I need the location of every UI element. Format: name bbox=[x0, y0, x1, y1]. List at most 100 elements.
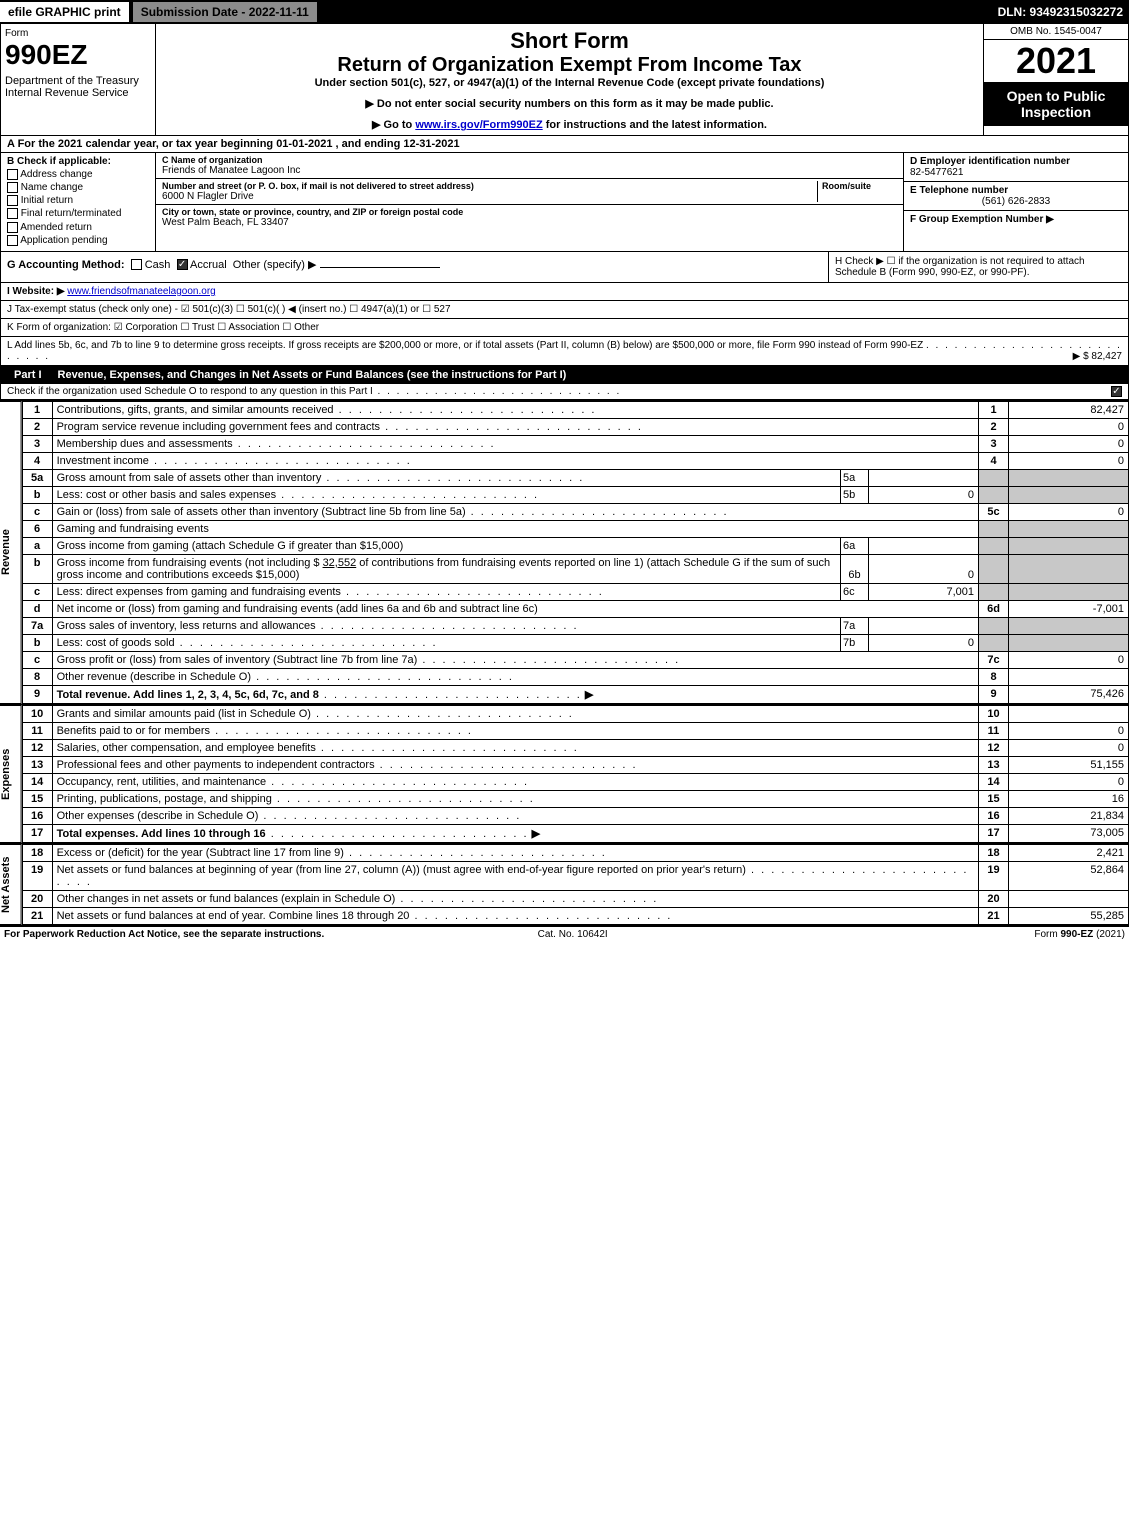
line-2: 2Program service revenue including gover… bbox=[22, 418, 1128, 435]
cb-cash[interactable] bbox=[131, 259, 142, 270]
arrow-2-post: for instructions and the latest informat… bbox=[543, 119, 767, 131]
footer-cat: Cat. No. 10642I bbox=[538, 929, 608, 940]
header-right: OMB No. 1545-0047 2021 Open to Public In… bbox=[983, 24, 1128, 135]
c-city-cell: City or town, state or province, country… bbox=[156, 205, 903, 230]
line-7b: bLess: cost of goods sold7b0 bbox=[22, 634, 1128, 651]
g-label: G Accounting Method: bbox=[7, 259, 125, 271]
line-5a: 5aGross amount from sale of assets other… bbox=[22, 469, 1128, 486]
form-label: Form bbox=[5, 28, 151, 39]
l-text: L Add lines 5b, 6c, and 7b to line 9 to … bbox=[7, 340, 923, 351]
line-21: 21Net assets or fund balances at end of … bbox=[22, 907, 1128, 924]
revenue-vlabel: Revenue bbox=[0, 401, 22, 704]
page-footer: For Paperwork Reduction Act Notice, see … bbox=[0, 925, 1129, 942]
room-label: Room/suite bbox=[822, 181, 897, 191]
netassets-table: 18Excess or (deficit) for the year (Subt… bbox=[22, 844, 1129, 925]
tax-year: 2021 bbox=[984, 40, 1128, 82]
org-city: West Palm Beach, FL 33407 bbox=[162, 217, 897, 228]
row-a: A For the 2021 calendar year, or tax yea… bbox=[0, 136, 1129, 153]
line-18: 18Excess or (deficit) for the year (Subt… bbox=[22, 844, 1128, 861]
e-cell: E Telephone number (561) 626-2833 bbox=[904, 182, 1128, 211]
part-1-header: Part I Revenue, Expenses, and Changes in… bbox=[0, 366, 1129, 384]
d-label: D Employer identification number bbox=[910, 156, 1070, 167]
form-header: Form 990EZ Department of the Treasury In… bbox=[0, 24, 1129, 136]
line-1: 1Contributions, gifts, grants, and simil… bbox=[22, 401, 1128, 418]
line-3: 3Membership dues and assessments30 bbox=[22, 435, 1128, 452]
c-city-label: City or town, state or province, country… bbox=[162, 207, 897, 217]
line-6d: dNet income or (loss) from gaming and fu… bbox=[22, 600, 1128, 617]
b-header: B Check if applicable: bbox=[7, 156, 149, 167]
cb-address-change[interactable]: Address change bbox=[7, 169, 149, 180]
cb-final-return[interactable]: Final return/terminated bbox=[7, 208, 149, 219]
open-inspection: Open to Public Inspection bbox=[984, 82, 1128, 126]
arrow-2-pre: ▶ Go to bbox=[372, 119, 415, 131]
line-20: 20Other changes in net assets or fund ba… bbox=[22, 890, 1128, 907]
form-number: 990EZ bbox=[5, 39, 151, 71]
other-label: Other (specify) ▶ bbox=[233, 259, 317, 271]
revenue-section: Revenue 1Contributions, gifts, grants, a… bbox=[0, 400, 1129, 704]
d-cell: D Employer identification number 82-5477… bbox=[904, 153, 1128, 182]
title-return: Return of Organization Exempt From Incom… bbox=[162, 54, 977, 77]
line-16: 16Other expenses (describe in Schedule O… bbox=[22, 807, 1128, 824]
line-7c: cGross profit or (loss) from sales of in… bbox=[22, 651, 1128, 668]
cb-initial-return[interactable]: Initial return bbox=[7, 195, 149, 206]
line-12: 12Salaries, other compensation, and empl… bbox=[22, 739, 1128, 756]
footer-right: Form 990-EZ (2021) bbox=[1034, 929, 1125, 940]
accrual-label: Accrual bbox=[190, 259, 227, 271]
line-5b: bLess: cost or other basis and sales exp… bbox=[22, 486, 1128, 503]
top-bar: efile GRAPHIC print Submission Date - 20… bbox=[0, 0, 1129, 24]
col-h: H Check ▶ ☐ if the organization is not r… bbox=[828, 252, 1128, 282]
line-11: 11Benefits paid to or for members110 bbox=[22, 722, 1128, 739]
expenses-table: 10Grants and similar amounts paid (list … bbox=[22, 705, 1129, 843]
efile-label: efile GRAPHIC print bbox=[0, 2, 129, 22]
l-value: ▶ $ 82,427 bbox=[1073, 351, 1122, 362]
row-l: L Add lines 5b, 6c, and 7b to line 9 to … bbox=[0, 337, 1129, 366]
other-input[interactable] bbox=[320, 267, 440, 268]
cb-amended-return[interactable]: Amended return bbox=[7, 222, 149, 233]
org-name: Friends of Manatee Lagoon Inc bbox=[162, 165, 897, 176]
section-bcdef: B Check if applicable: Address change Na… bbox=[0, 153, 1129, 252]
line-17: 17Total expenses. Add lines 10 through 1… bbox=[22, 824, 1128, 842]
header-left: Form 990EZ Department of the Treasury In… bbox=[1, 24, 156, 135]
line-13: 13Professional fees and other payments t… bbox=[22, 756, 1128, 773]
line-10: 10Grants and similar amounts paid (list … bbox=[22, 705, 1128, 722]
col-g: G Accounting Method: Cash ✓ Accrual Othe… bbox=[1, 252, 828, 282]
line-5c: cGain or (loss) from sale of assets othe… bbox=[22, 503, 1128, 520]
c-name-cell: C Name of organization Friends of Manate… bbox=[156, 153, 903, 179]
dln: DLN: 93492315032272 bbox=[998, 5, 1129, 19]
c-street-cell: Number and street (or P. O. box, if mail… bbox=[156, 179, 903, 205]
ein: 82-5477621 bbox=[910, 167, 963, 178]
line-6: 6Gaming and fundraising events bbox=[22, 520, 1128, 537]
expenses-section: Expenses 10Grants and similar amounts pa… bbox=[0, 704, 1129, 843]
col-c: C Name of organization Friends of Manate… bbox=[156, 153, 903, 251]
part-1-sub: Check if the organization used Schedule … bbox=[0, 384, 1129, 400]
omb-number: OMB No. 1545-0047 bbox=[984, 24, 1128, 40]
part-1-sub-text: Check if the organization used Schedule … bbox=[7, 386, 1111, 397]
line-4: 4Investment income40 bbox=[22, 452, 1128, 469]
cb-accrual[interactable]: ✓ bbox=[177, 259, 188, 270]
row-gh: G Accounting Method: Cash ✓ Accrual Othe… bbox=[0, 252, 1129, 283]
part-1-desc: Revenue, Expenses, and Changes in Net As… bbox=[58, 369, 567, 381]
line-6c: cLess: direct expenses from gaming and f… bbox=[22, 583, 1128, 600]
arrow-1: ▶ Do not enter social security numbers o… bbox=[162, 97, 977, 110]
telephone: (561) 626-2833 bbox=[910, 196, 1122, 207]
i-label: I Website: ▶ bbox=[7, 286, 65, 297]
cb-schedule-o[interactable]: ✓ bbox=[1111, 386, 1122, 397]
col-b: B Check if applicable: Address change Na… bbox=[1, 153, 156, 251]
cb-application-pending[interactable]: Application pending bbox=[7, 235, 149, 246]
c-street-label: Number and street (or P. O. box, if mail… bbox=[162, 181, 817, 191]
line-19: 19Net assets or fund balances at beginni… bbox=[22, 861, 1128, 890]
f-label: F Group Exemption Number ▶ bbox=[910, 214, 1054, 225]
irs-label: Internal Revenue Service bbox=[5, 87, 151, 99]
row-k: K Form of organization: ☑ Corporation ☐ … bbox=[0, 319, 1129, 337]
line-15: 15Printing, publications, postage, and s… bbox=[22, 790, 1128, 807]
cb-name-change[interactable]: Name change bbox=[7, 182, 149, 193]
line-6b: bGross income from fundraising events (n… bbox=[22, 554, 1128, 583]
irs-link[interactable]: www.irs.gov/Form990EZ bbox=[415, 119, 542, 131]
cash-label: Cash bbox=[145, 259, 171, 271]
line-8: 8Other revenue (describe in Schedule O)8 bbox=[22, 668, 1128, 685]
header-mid: Short Form Return of Organization Exempt… bbox=[156, 24, 983, 135]
part-1-label: Part I bbox=[6, 369, 50, 381]
revenue-table: 1Contributions, gifts, grants, and simil… bbox=[22, 401, 1129, 704]
f-cell: F Group Exemption Number ▶ bbox=[904, 211, 1128, 228]
website-link[interactable]: www.friendsofmanateelagoon.org bbox=[67, 286, 215, 297]
